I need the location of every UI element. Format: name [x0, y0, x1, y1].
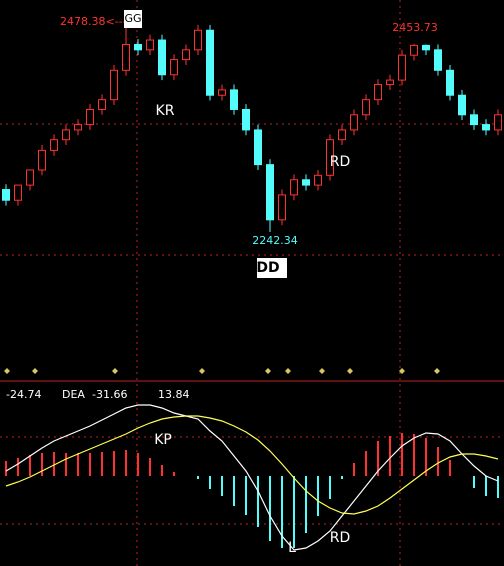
- candle-body: [494, 114, 502, 131]
- readout-name: DEA: [62, 388, 85, 401]
- candle-body: [278, 194, 286, 221]
- signal-markers: [4, 368, 440, 374]
- candle-body: [122, 43, 130, 71]
- candle-body: [98, 99, 106, 110]
- candle-body: [290, 179, 298, 196]
- annotation: 2478.38<----: [60, 15, 131, 28]
- annotation: KP: [154, 432, 172, 448]
- candle-body: [14, 184, 22, 201]
- candle-body: [482, 124, 490, 131]
- diamond: [4, 368, 440, 374]
- macd-line: [5, 404, 499, 551]
- candle-body: [74, 124, 82, 131]
- readout-value: -31.66: [92, 388, 127, 401]
- annotation: GG: [124, 12, 141, 25]
- candle-body: [86, 108, 94, 126]
- marks: 2478.38<----GG KR RD 2242.34 DD 2453.73 -24.74…: [2, 10, 502, 556]
- annotation: 2453.73: [392, 21, 438, 34]
- candle-body: [410, 44, 418, 56]
- candle-body: [242, 108, 250, 131]
- annotation: KR: [156, 103, 175, 119]
- candle-body: [110, 69, 118, 101]
- candle-body: [182, 49, 190, 61]
- candle-body: [434, 49, 442, 71]
- candle-body: [302, 179, 310, 186]
- candle-body: [386, 79, 394, 86]
- readout-value: 13.84: [158, 388, 190, 401]
- macd-line: [5, 415, 499, 515]
- candle-body: [470, 114, 478, 126]
- candle-body: [26, 169, 34, 186]
- candle-body: [458, 94, 466, 116]
- candle-body: [446, 69, 454, 96]
- candle-body: [422, 44, 430, 51]
- candle-body: [266, 164, 274, 221]
- readout-value: -24.74: [6, 388, 41, 401]
- label-box: [257, 258, 287, 278]
- candle-body: [362, 99, 370, 116]
- candle-body: [230, 89, 238, 110]
- annotation: RD: [330, 530, 351, 546]
- candle-body: [314, 174, 322, 186]
- candle-body: [206, 29, 214, 96]
- candle-body: [158, 39, 166, 76]
- annotation: RD: [330, 154, 351, 170]
- candle-body: [38, 149, 46, 171]
- candle-body: [194, 29, 202, 51]
- candle-body: [50, 139, 58, 151]
- candle-body: [170, 59, 178, 76]
- candle-body: [62, 129, 70, 141]
- candle-body: [254, 129, 262, 166]
- candle-body: [2, 189, 10, 201]
- candle-body: [218, 89, 226, 96]
- candle-body: [146, 39, 154, 51]
- label-box: [124, 10, 142, 28]
- annotation: DD: [256, 260, 279, 276]
- candle-body: [398, 54, 406, 81]
- annotation: 2242.34: [252, 234, 298, 247]
- candle-body: [134, 43, 142, 51]
- candle-body: [338, 129, 346, 141]
- candle-body: [326, 139, 334, 176]
- candle-body: [350, 114, 358, 131]
- candle-body: [374, 84, 382, 101]
- annotation: L: [288, 540, 296, 556]
